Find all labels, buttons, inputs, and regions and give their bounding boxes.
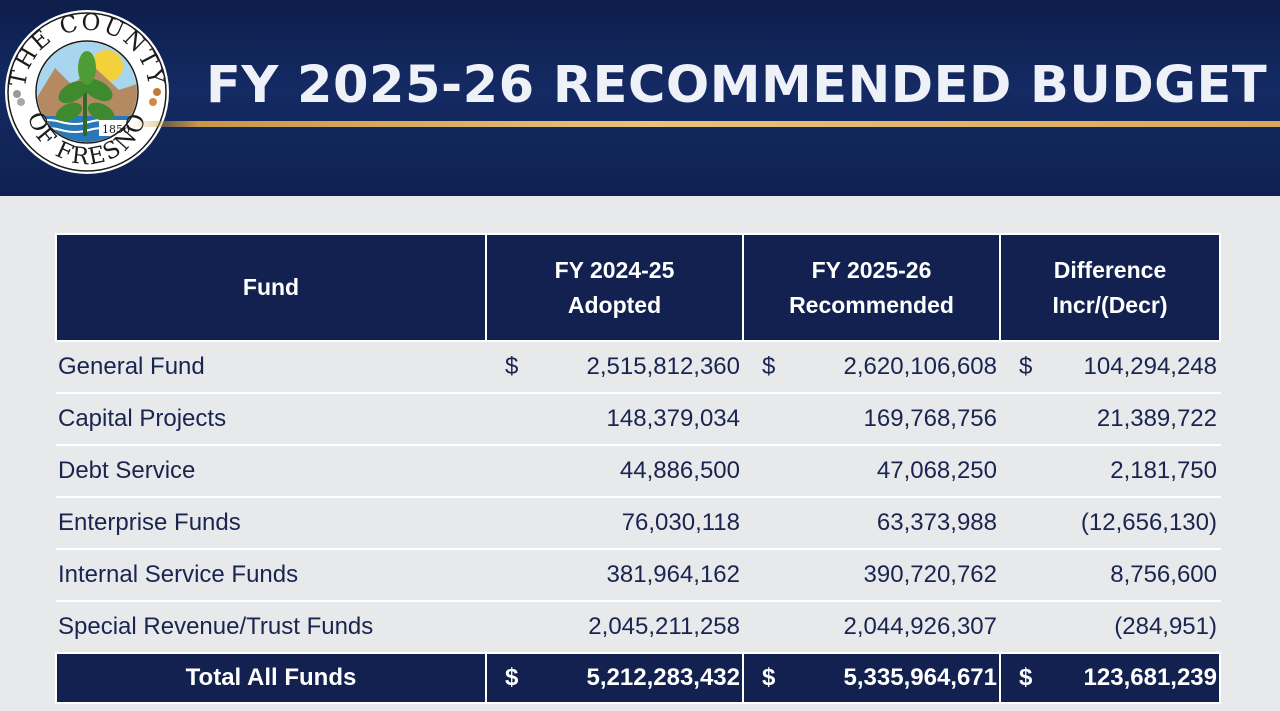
difference-value: (284,951) (1000, 601, 1221, 654)
recommended-value: 169,768,756 (743, 393, 1001, 446)
fund-name: Debt Service (56, 445, 487, 498)
table-header-row: Fund FY 2024-25 Adopted FY 2025-26 Recomme… (55, 233, 1221, 342)
budget-table: Fund FY 2024-25 Adopted FY 2025-26 Recomme… (55, 233, 1221, 704)
adopted-value: 381,964,162 (486, 549, 744, 602)
total-difference-value: $123,681,239 (999, 652, 1221, 704)
difference-value: 2,181,750 (1000, 445, 1221, 498)
dollar-sign: $ (1019, 664, 1033, 691)
page-title: FY 2025-26 RECOMMENDED BUDGET (206, 56, 1268, 115)
difference-value: 8,756,600 (1000, 549, 1221, 602)
recommended-value: 47,068,250 (743, 445, 1001, 498)
difference-value: 21,389,722 (1000, 393, 1221, 446)
recommended-value: 2,044,926,307 (743, 601, 1001, 654)
total-row: Total All Funds $5,212,283,432 $5,335,96… (55, 652, 1221, 704)
dollar-sign: $ (505, 664, 519, 691)
header-difference: Difference Incr/(Decr) (999, 233, 1221, 342)
difference-value: (12,656,130) (1000, 497, 1221, 550)
gold-divider-line (130, 121, 1280, 127)
dollar-sign: $ (762, 664, 776, 691)
table-row: Internal Service Funds 381,964,162 390,7… (56, 549, 1221, 602)
adopted-value: 148,379,034 (486, 393, 744, 446)
adopted-value: 2,045,211,258 (486, 601, 744, 654)
fund-name: Enterprise Funds (56, 497, 487, 550)
header-fund: Fund (55, 233, 487, 342)
dollar-sign: $ (505, 353, 519, 380)
recommended-value: 390,720,762 (743, 549, 1001, 602)
fund-name: General Fund (56, 341, 487, 394)
adopted-value: 44,886,500 (486, 445, 744, 498)
fund-name: Internal Service Funds (56, 549, 487, 602)
county-seal-logo: 1856 THE COUNTY OF FRESNO (5, 9, 169, 174)
header-recommended: FY 2025-26 Recommended (742, 233, 1001, 342)
total-label: Total All Funds (55, 652, 487, 704)
adopted-value: 76,030,118 (486, 497, 744, 550)
total-recommended-value: $5,335,964,671 (742, 652, 1001, 704)
recommended-value: 63,373,988 (743, 497, 1001, 550)
table-row: Enterprise Funds 76,030,118 63,373,988 (… (56, 497, 1221, 550)
recommended-value: $2,620,106,608 (743, 341, 1001, 394)
difference-value: $104,294,248 (1000, 341, 1221, 394)
fund-name: Capital Projects (56, 393, 487, 446)
dollar-sign: $ (1019, 353, 1033, 380)
dollar-sign: $ (762, 353, 776, 380)
adopted-value: $2,515,812,360 (486, 341, 744, 394)
table-row: General Fund $2,515,812,360 $2,620,106,6… (56, 341, 1221, 394)
table-row: Debt Service 44,886,500 47,068,250 2,181… (56, 445, 1221, 498)
table-row: Capital Projects 148,379,034 169,768,756… (56, 393, 1221, 446)
fund-name: Special Revenue/Trust Funds (56, 601, 487, 654)
seal-year: 1856 (102, 123, 130, 136)
header-banner: 1856 THE COUNTY OF FRESNO FY 2025-26 REC… (0, 0, 1280, 196)
header-adopted: FY 2024-25 Adopted (485, 233, 744, 342)
total-adopted-value: $5,212,283,432 (485, 652, 744, 704)
table-row: Special Revenue/Trust Funds 2,045,211,25… (56, 601, 1221, 654)
